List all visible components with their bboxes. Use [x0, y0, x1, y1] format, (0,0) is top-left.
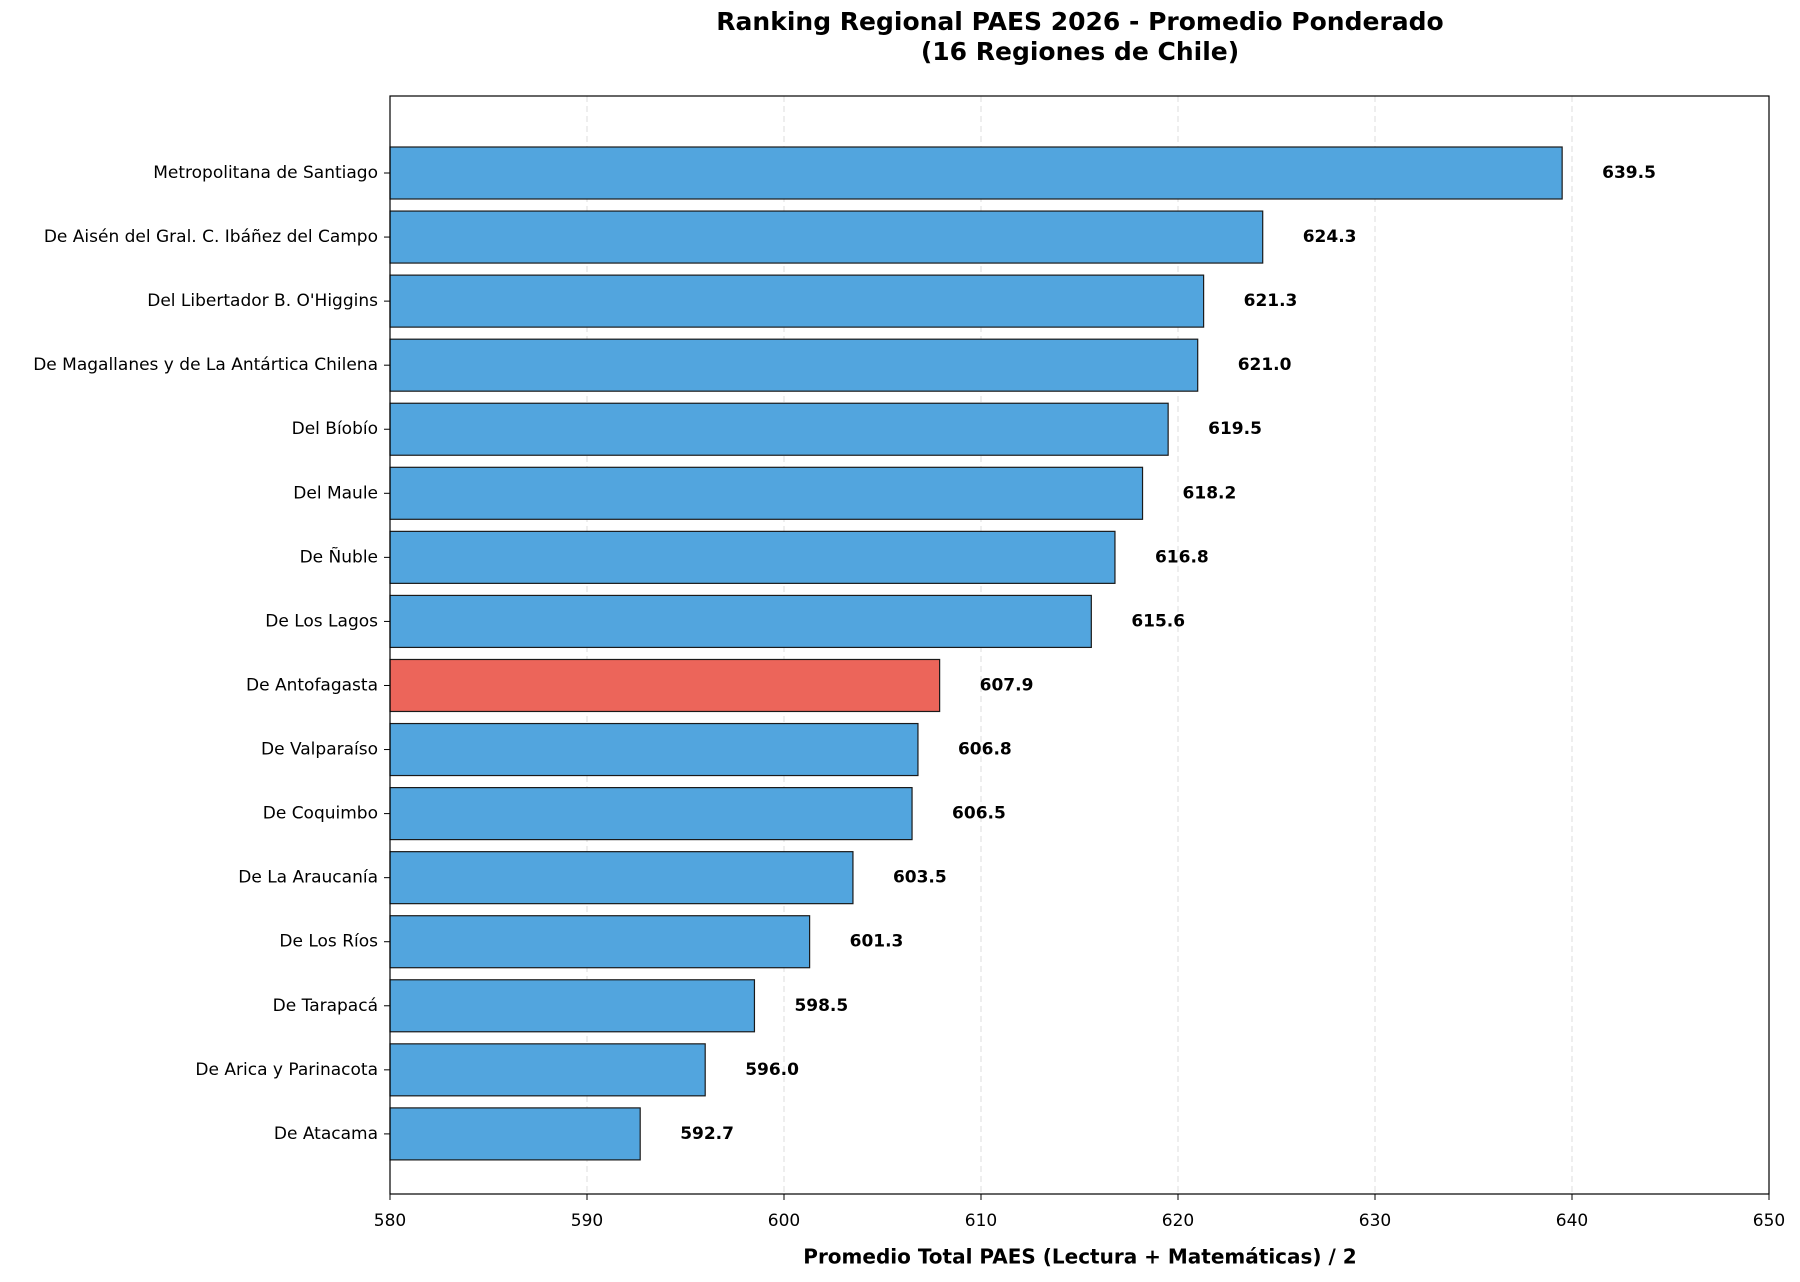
- bar: [389, 722, 919, 777]
- bar: [389, 1107, 641, 1161]
- value-label: 615.6: [1131, 611, 1185, 631]
- bar: [389, 658, 941, 713]
- value-label: 624.3: [1303, 227, 1357, 247]
- bar: [389, 338, 1199, 392]
- value-label: 639.5: [1602, 163, 1656, 183]
- bar: [389, 210, 1264, 264]
- x-tick-label: 650: [1753, 1211, 1785, 1231]
- y-tick-label: De Atacama: [274, 1124, 378, 1144]
- y-tick-label: De Los Ríos: [279, 932, 378, 952]
- chart-subtitle: (16 Regiones de Chile): [921, 37, 1239, 66]
- value-label: 601.3: [850, 932, 904, 952]
- x-tick-label: 610: [965, 1211, 997, 1231]
- bar: [389, 1043, 706, 1097]
- x-tick-label: 600: [768, 1211, 800, 1231]
- y-tick-label: De Valparaíso: [261, 740, 378, 760]
- y-tick-label: Del Libertador B. O'Higgins: [147, 291, 378, 311]
- value-label: 603.5: [893, 868, 947, 888]
- value-label: 606.5: [952, 804, 1006, 824]
- y-tick-label: De Tarapacá: [273, 996, 378, 1016]
- x-axis-label: Promedio Total PAES (Lectura + Matemátic…: [803, 1245, 1356, 1269]
- bar: [389, 274, 1205, 328]
- x-tick-label: 630: [1359, 1211, 1391, 1231]
- bar: [389, 146, 1563, 200]
- y-tick-label: De Los Lagos: [265, 611, 378, 631]
- value-label: 616.8: [1155, 547, 1209, 567]
- value-label: 606.8: [958, 740, 1012, 760]
- y-tick-label: De La Araucanía: [238, 868, 378, 888]
- value-label: 619.5: [1208, 419, 1262, 439]
- value-label: 596.0: [745, 1060, 799, 1080]
- bar: [389, 594, 1092, 649]
- x-tick-label: 580: [374, 1211, 406, 1231]
- bar: [389, 915, 811, 969]
- y-tick-label: De Antofagasta: [246, 675, 378, 695]
- value-label: 592.7: [680, 1124, 734, 1144]
- bar: [389, 979, 756, 1033]
- value-label: 607.9: [980, 675, 1034, 695]
- plot-frame: [389, 95, 1770, 1195]
- x-tick-label: 620: [1162, 1211, 1194, 1231]
- value-label: 598.5: [794, 996, 848, 1016]
- y-tick-label: Del Bíobío: [292, 419, 378, 439]
- bar: [389, 786, 913, 841]
- y-tick-label: Metropolitana de Santiago: [153, 163, 378, 183]
- value-label: 618.2: [1183, 483, 1237, 503]
- bar: [389, 466, 1144, 520]
- y-tick-label: De Arica y Parinacota: [195, 1060, 378, 1080]
- value-label: 621.0: [1238, 355, 1292, 375]
- x-tick-label: 640: [1556, 1211, 1588, 1231]
- y-tick-label: De Ñuble: [300, 545, 378, 567]
- y-tick-label: De Coquimbo: [263, 804, 378, 824]
- bar: [389, 851, 854, 905]
- chart-title: Ranking Regional PAES 2026 - Promedio Po…: [716, 7, 1443, 36]
- y-tick-label: De Aisén del Gral. C. Ibáñez del Campo: [44, 227, 378, 247]
- x-tick-label: 590: [571, 1211, 603, 1231]
- bar: [389, 530, 1116, 584]
- value-label: 621.3: [1244, 291, 1298, 311]
- bar: [389, 402, 1169, 456]
- y-tick-label: De Magallanes y de La Antártica Chilena: [33, 355, 378, 375]
- y-tick-label: Del Maule: [293, 483, 378, 503]
